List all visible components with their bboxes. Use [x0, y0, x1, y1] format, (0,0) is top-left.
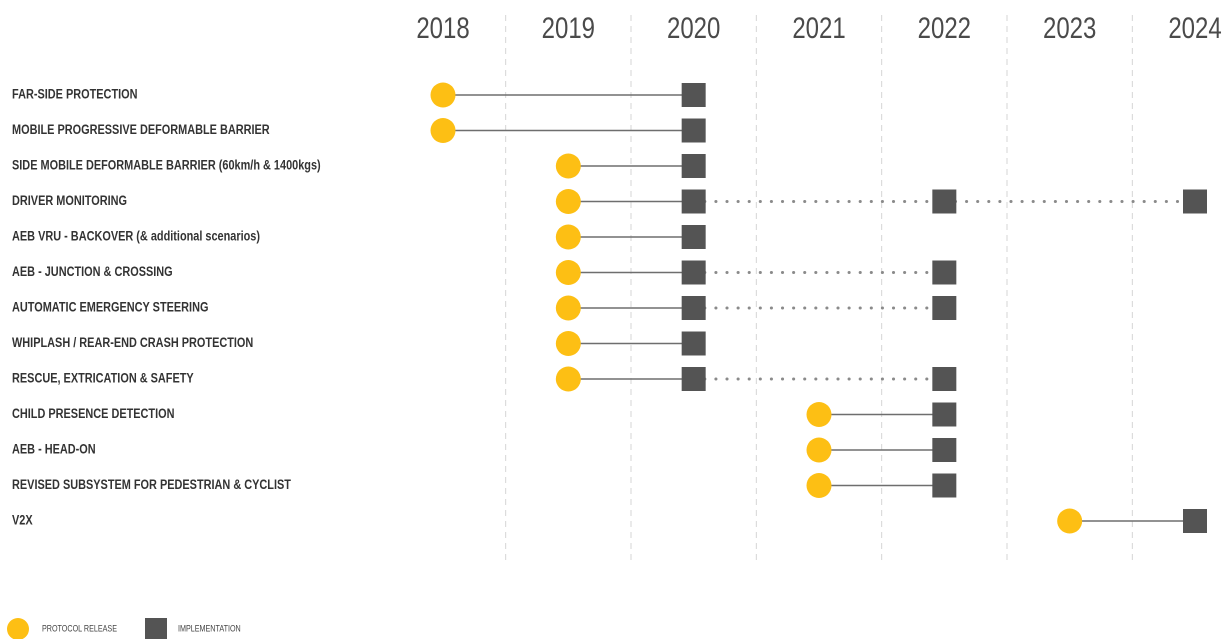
implementation-marker [932, 296, 957, 320]
row-label: RESCUE, EXTRICATION & SAFETY [12, 370, 194, 386]
implementation-marker [932, 367, 957, 391]
legend-label: PROTOCOL RELEASE [42, 624, 118, 634]
legend-swatch [145, 618, 167, 639]
implementation-marker [681, 189, 706, 214]
release-marker [555, 295, 581, 321]
row-label: AUTOMATIC EMERGENCY STEERING [12, 299, 208, 315]
row [555, 366, 957, 392]
implementation-marker [932, 438, 957, 462]
x-tick-label: 2021 [792, 10, 845, 44]
implementation-marker [932, 402, 957, 427]
row [555, 295, 957, 321]
row [555, 260, 957, 285]
implementation-marker [932, 189, 957, 214]
x-tick-label: 2024 [1168, 10, 1221, 44]
implementation-marker [932, 260, 957, 285]
legend-label: IMPLEMENTATION [178, 624, 241, 634]
x-tick-label: 2023 [1043, 10, 1096, 44]
row-label: V2X [12, 512, 33, 528]
x-tick-label: 2020 [667, 10, 720, 44]
row [806, 437, 957, 463]
release-marker [430, 118, 456, 143]
implementation-marker [681, 118, 706, 143]
row-label: DRIVER MONITORING [12, 193, 127, 209]
release-marker [555, 189, 581, 214]
row [555, 224, 706, 250]
release-marker [806, 473, 832, 498]
release-marker [555, 366, 581, 392]
release-marker [555, 331, 581, 356]
implementation-marker [681, 154, 706, 178]
row [555, 331, 706, 356]
row-label: AEB VRU - BACKOVER (& additional scenari… [12, 228, 260, 244]
row [806, 473, 957, 498]
release-marker [1057, 508, 1083, 534]
row-label: SIDE MOBILE DEFORMABLE BARRIER (60km/h &… [12, 157, 321, 173]
row-label: CHILD PRESENCE DETECTION [12, 406, 175, 422]
release-marker [555, 153, 581, 179]
row-label: AEB - JUNCTION & CROSSING [12, 264, 173, 280]
row [1057, 508, 1207, 534]
row-label: WHIPLASH / REAR-END CRASH PROTECTION [12, 335, 253, 351]
row-label: FAR-SIDE PROTECTION [12, 86, 138, 102]
row-label: AEB - HEAD-ON [12, 441, 96, 457]
implementation-marker [1183, 189, 1207, 214]
x-tick-label: 2022 [918, 10, 971, 44]
implementation-marker [1183, 509, 1207, 533]
x-tick-label: 2018 [416, 10, 469, 44]
row-label: REVISED SUBSYSTEM FOR PEDESTRIAN & CYCLI… [12, 477, 291, 493]
x-tick-label: 2019 [542, 10, 595, 44]
row [806, 402, 957, 427]
row [430, 82, 706, 108]
row [555, 189, 1207, 214]
implementation-marker [681, 260, 706, 285]
release-marker [806, 437, 832, 463]
implementation-marker [681, 367, 706, 391]
row-label: MOBILE PROGRESSIVE DEFORMABLE BARRIER [12, 122, 270, 138]
release-marker [430, 82, 456, 108]
release-marker [806, 402, 832, 427]
release-marker [555, 224, 581, 250]
legend-swatch [7, 618, 29, 639]
implementation-marker [681, 331, 706, 356]
row [430, 118, 706, 143]
implementation-marker [932, 473, 957, 498]
implementation-marker [681, 296, 706, 320]
row [555, 153, 706, 179]
release-marker [555, 260, 581, 285]
implementation-marker [681, 225, 706, 249]
implementation-marker [681, 83, 706, 107]
